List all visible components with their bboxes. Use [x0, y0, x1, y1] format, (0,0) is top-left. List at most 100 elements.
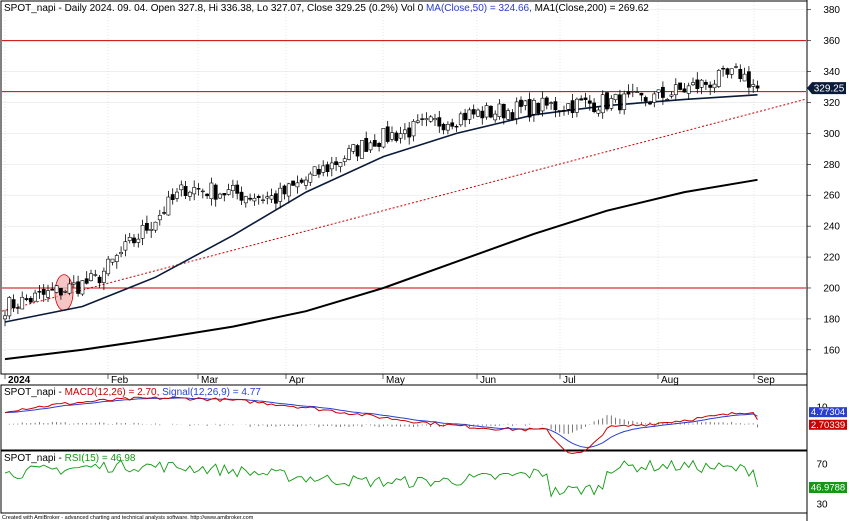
candle-body [609, 98, 614, 109]
candle-body [428, 116, 433, 122]
candle [699, 78, 704, 95]
signal-line [4, 397, 758, 448]
candle [351, 143, 356, 155]
candle-body [273, 193, 278, 204]
candle-body [691, 82, 695, 86]
candle [433, 113, 437, 127]
candle [205, 193, 210, 199]
candle [127, 232, 132, 244]
candle [613, 93, 618, 103]
candle-body [329, 162, 334, 170]
candle-body [162, 212, 167, 214]
candle-body [501, 103, 506, 119]
candle-body [304, 179, 308, 186]
candle-body [562, 110, 566, 112]
candle-body [188, 191, 192, 197]
candle [673, 78, 678, 101]
candle [506, 108, 511, 121]
candle-body [33, 292, 38, 302]
candle [200, 188, 205, 199]
candle [626, 84, 631, 98]
candle-body [97, 276, 102, 284]
candle-body [179, 184, 184, 191]
candle [372, 134, 377, 147]
candle [441, 122, 446, 135]
candle [549, 101, 554, 110]
candle [222, 193, 227, 202]
rsi-value-badge [809, 482, 847, 494]
candle-body [76, 281, 81, 294]
candle [394, 130, 399, 143]
candle-body [617, 94, 622, 111]
candle-body [613, 94, 618, 101]
candle [179, 180, 184, 197]
y-tick-360: 360 [823, 36, 840, 47]
candle [46, 284, 50, 303]
candle-body [467, 109, 472, 120]
candle [282, 184, 287, 200]
candle [110, 258, 115, 266]
rsi-value-label: 46.9788 [811, 483, 845, 494]
candle [170, 188, 175, 205]
candle [243, 196, 248, 208]
candle-body [531, 100, 536, 115]
candle [587, 95, 592, 111]
signal-value-label: 4.77304 [811, 407, 845, 418]
candle-body [738, 68, 743, 79]
candle-body [381, 128, 386, 148]
candle-body [402, 129, 407, 134]
candle [123, 234, 128, 257]
candle-body [54, 285, 59, 293]
candle-body [325, 164, 330, 173]
candle [50, 282, 55, 291]
candle-body [166, 196, 171, 216]
candle-body [338, 162, 343, 168]
candle-body [192, 187, 197, 195]
candle [605, 91, 609, 112]
candle-body [239, 191, 244, 201]
candle [213, 183, 218, 207]
rsi-legend: RSI(15) = 46.98 [65, 453, 136, 464]
candle [669, 91, 674, 99]
candle-body [673, 84, 678, 96]
y-tick-320: 320 [823, 98, 840, 109]
candle-body [441, 123, 446, 131]
candle [411, 119, 416, 142]
grid [2, 2, 806, 373]
candle [557, 110, 562, 117]
candle-body [437, 117, 442, 127]
candle [286, 182, 291, 204]
candle [132, 234, 136, 247]
candle-body [355, 145, 360, 157]
candle-body [751, 84, 756, 87]
candle-body [261, 199, 265, 201]
candle [381, 128, 386, 149]
candle [41, 283, 46, 302]
candle [476, 108, 480, 118]
candle [570, 94, 575, 119]
y-tick-380: 380 [823, 5, 840, 16]
candle [58, 287, 63, 300]
candle [445, 121, 450, 135]
rsi-header: SPOT_napi - RSI(15) = 46.98 [4, 453, 136, 464]
price-y-axis: 160 180 200 220 240 260 280 300 320 340 360 380 329.… [807, 5, 846, 356]
candle [97, 275, 102, 288]
candle [368, 140, 373, 154]
candle-body [510, 112, 515, 120]
candle [157, 209, 162, 226]
candle [377, 141, 382, 152]
candle-body [596, 109, 601, 114]
last-close-label: 329.25 [814, 84, 845, 95]
candle [102, 267, 106, 291]
candle [622, 90, 627, 115]
candle [742, 67, 747, 82]
candles [3, 63, 760, 327]
candle-body [252, 197, 257, 202]
candle-body [716, 70, 721, 87]
candle [686, 82, 691, 100]
candle [162, 206, 167, 215]
candle-body [123, 241, 128, 251]
candle-body [626, 91, 631, 95]
candle [248, 193, 253, 202]
